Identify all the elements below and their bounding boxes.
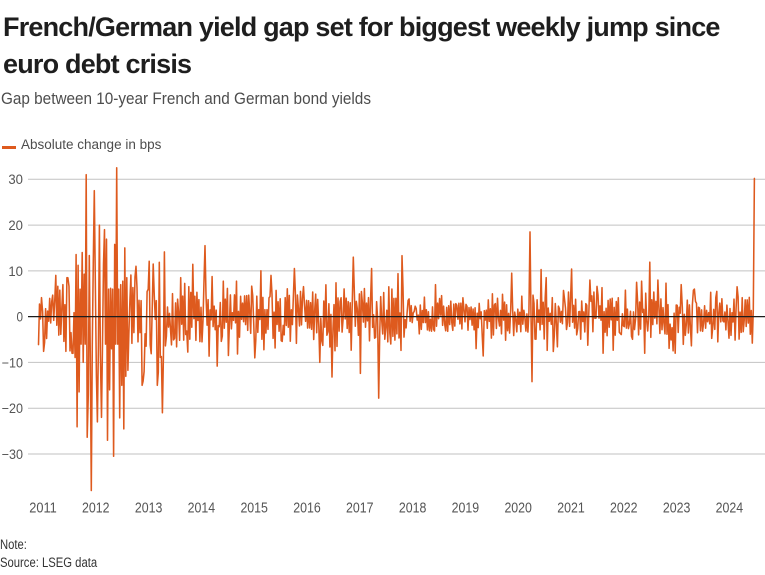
svg-text:2018: 2018 <box>399 501 427 517</box>
svg-text:2015: 2015 <box>240 501 268 517</box>
svg-text:−30: −30 <box>2 447 23 462</box>
svg-text:2012: 2012 <box>82 501 110 517</box>
svg-text:2016: 2016 <box>293 501 321 517</box>
svg-text:2019: 2019 <box>452 501 480 517</box>
svg-text:10: 10 <box>8 264 23 279</box>
svg-text:−20: −20 <box>2 401 23 416</box>
svg-text:0: 0 <box>17 309 24 324</box>
svg-text:2011: 2011 <box>29 501 57 517</box>
svg-text:2017: 2017 <box>346 501 374 517</box>
svg-text:2020: 2020 <box>504 501 532 517</box>
svg-text:20: 20 <box>8 218 23 233</box>
svg-text:2021: 2021 <box>557 501 585 517</box>
svg-text:2022: 2022 <box>610 501 638 517</box>
svg-text:−10: −10 <box>2 355 23 370</box>
svg-text:2013: 2013 <box>135 501 163 517</box>
svg-text:2014: 2014 <box>188 501 216 517</box>
svg-text:2024: 2024 <box>716 501 744 517</box>
svg-text:2023: 2023 <box>663 501 691 517</box>
svg-text:30: 30 <box>8 172 23 187</box>
